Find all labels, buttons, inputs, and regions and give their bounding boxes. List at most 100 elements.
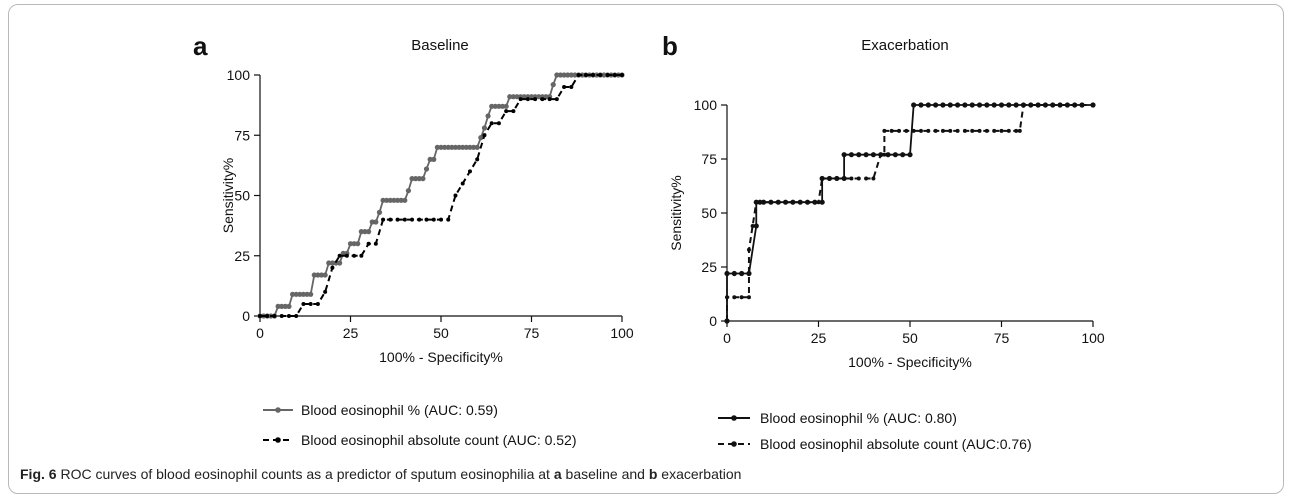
data-point [395, 217, 400, 222]
data-point [856, 152, 862, 158]
data-point [434, 144, 440, 150]
caption-panel-b: b [648, 466, 658, 482]
data-point [424, 217, 429, 222]
data-point [1013, 102, 1019, 108]
data-point [286, 314, 291, 318]
data-point [1006, 128, 1011, 133]
data-point [601, 72, 607, 78]
data-point [907, 152, 913, 158]
data-point [739, 270, 745, 277]
legend-item: Blood eosinophil absolute count (AUC: 0.… [263, 432, 577, 448]
data-point [754, 200, 759, 205]
data-point [969, 102, 975, 108]
data-point [940, 128, 945, 133]
caption-fig-label: Fig. 6 [20, 466, 57, 482]
data-point [536, 94, 542, 100]
data-point [569, 85, 574, 90]
data-point [376, 209, 383, 215]
legend-swatch-marker [275, 407, 281, 413]
data-point [330, 265, 335, 270]
data-point [369, 219, 375, 225]
data-point [768, 200, 773, 205]
data-point [340, 250, 346, 256]
legend-swatch-marker [731, 441, 737, 447]
data-point [1028, 103, 1033, 107]
data-point [878, 152, 883, 157]
data-point [445, 144, 451, 150]
data-point [576, 73, 581, 77]
data-point [265, 314, 270, 318]
data-point [947, 102, 953, 108]
data-point [489, 121, 494, 126]
data-point [1065, 103, 1070, 107]
y-tick-label: 50 [701, 205, 717, 221]
data-point [315, 272, 321, 278]
data-point [329, 260, 335, 266]
data-point [499, 103, 506, 109]
data-point [496, 121, 501, 126]
x-tick-label: 50 [433, 325, 449, 341]
data-point [864, 176, 869, 181]
data-point [746, 247, 751, 252]
y-tick-label: 75 [234, 127, 250, 143]
data-point [326, 260, 332, 266]
data-point [482, 133, 487, 138]
data-point [304, 291, 310, 297]
data-point [1091, 103, 1095, 107]
data-point [885, 152, 891, 158]
legend-label: Blood eosinophil % (AUC: 0.59) [301, 402, 498, 418]
data-point [518, 97, 523, 102]
data-point [492, 103, 498, 109]
data-point [337, 253, 342, 258]
data-point [463, 144, 469, 150]
data-point [431, 156, 437, 162]
legend-label: Blood eosinophil absolute count (AUC: 0.… [301, 432, 577, 448]
data-point [391, 197, 397, 203]
data-point [279, 314, 284, 318]
y-tick-label: 100 [694, 97, 718, 113]
data-point [439, 217, 443, 222]
data-point [460, 181, 465, 186]
y-axis-label: Sensitivity% [668, 175, 684, 250]
caption-text-3: exacerbation [657, 466, 742, 482]
x-axis-label: 100% - Specificity% [848, 354, 972, 370]
data-point [827, 176, 832, 181]
data-point [962, 128, 967, 133]
data-point [984, 102, 990, 108]
data-point [842, 176, 847, 181]
data-point [1043, 103, 1048, 107]
y-axis-label: Sensitivity% [220, 158, 236, 233]
data-point [724, 270, 730, 277]
data-point [481, 125, 488, 131]
data-point [776, 200, 781, 205]
data-point [478, 135, 484, 141]
data-point [977, 128, 982, 133]
data-point [410, 217, 415, 222]
data-point [725, 295, 729, 300]
data-point [911, 102, 917, 108]
y-tick-label: 50 [234, 188, 250, 204]
data-point [904, 128, 909, 133]
data-point [388, 217, 393, 222]
series-line [726, 104, 1093, 321]
data-point [739, 295, 744, 300]
data-point [366, 241, 371, 246]
data-point [533, 97, 538, 102]
series-b-1 [724, 102, 1096, 324]
data-point [293, 291, 299, 297]
legend-item: Blood eosinophil % (AUC: 0.59) [263, 402, 498, 418]
data-point [911, 128, 916, 133]
data-point [583, 73, 588, 77]
panel-letter: b [662, 31, 678, 61]
data-point [409, 176, 415, 182]
data-point [863, 152, 869, 158]
data-point [347, 241, 354, 247]
data-point [417, 217, 422, 222]
data-point [605, 73, 610, 77]
data-point [297, 291, 303, 297]
series-line [726, 104, 1093, 321]
y-tick-label: 100 [227, 67, 251, 83]
data-point [460, 144, 466, 150]
caption-text-2: baseline and [561, 466, 649, 482]
